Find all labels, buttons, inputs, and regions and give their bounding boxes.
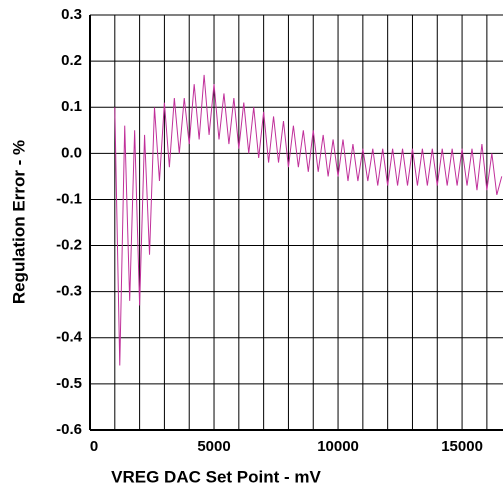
x-tick-label: 0 <box>90 438 98 455</box>
y-tick-label: -0.1 <box>56 190 82 207</box>
y-tick-label: -0.3 <box>56 283 82 300</box>
x-tick-label: 15000 <box>441 438 483 455</box>
y-tick-label: 0.0 <box>61 144 82 161</box>
x-tick-label: 10000 <box>317 438 359 455</box>
y-tick-label: 0.2 <box>61 52 82 69</box>
y-tick-label: 0.1 <box>61 98 82 115</box>
y-tick-label: -0.6 <box>56 421 82 438</box>
y-tick-label: -0.4 <box>56 329 83 346</box>
y-axis-label: Regulation Error - % <box>9 140 28 304</box>
y-tick-label: 0.3 <box>61 6 82 23</box>
x-tick-label: 5000 <box>197 438 230 455</box>
y-tick-label: -0.5 <box>56 375 82 392</box>
x-axis-label: VREG DAC Set Point - mV <box>111 467 321 486</box>
data-line <box>114 74 503 366</box>
y-tick-label: -0.2 <box>56 237 82 254</box>
